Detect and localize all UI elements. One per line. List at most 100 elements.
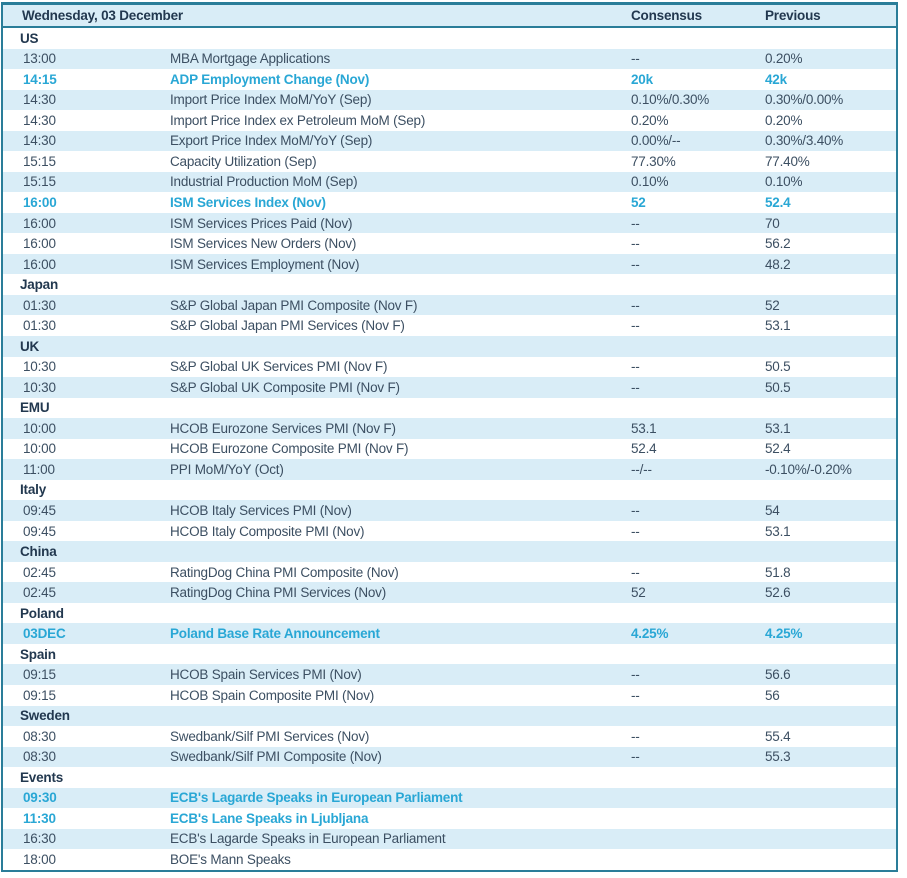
time-cell: 09:15	[23, 667, 56, 683]
previous-cell: 51.8	[765, 564, 791, 580]
time-cell: 15:15	[23, 174, 56, 190]
time-cell: 09:45	[23, 502, 56, 518]
calendar-row: 10:30 S&P Global UK Services PMI (Nov F) -…	[3, 356, 896, 378]
time-cell: 08:30	[23, 749, 56, 765]
event-cell: ECB's Lagarde Speaks in European Parliam…	[170, 790, 463, 806]
time-cell: 09:30	[23, 790, 57, 806]
previous-cell: 52	[765, 297, 780, 313]
time-cell: 01:30	[23, 297, 56, 313]
time-cell: 16:00	[23, 236, 56, 252]
calendar-row: 13:00 MBA Mortgage Applications -- 0.20%	[3, 48, 896, 70]
event-cell: ADP Employment Change (Nov)	[170, 71, 370, 87]
time-cell: 10:00	[23, 420, 56, 436]
event-cell: RatingDog China PMI Services (Nov)	[170, 585, 387, 601]
consensus-cell: --	[631, 51, 640, 67]
event-cell: Industrial Production MoM (Sep)	[170, 174, 358, 190]
time-cell: 02:45	[23, 564, 56, 580]
previous-cell: 56	[765, 687, 780, 703]
previous-cell: 0.30%/3.40%	[765, 133, 844, 149]
event-cell: ISM Services New Orders (Nov)	[170, 236, 357, 252]
event-cell: PPI MoM/YoY (Oct)	[170, 461, 284, 477]
time-cell: 08:30	[23, 728, 56, 744]
time-cell: 16:00	[23, 215, 56, 231]
calendar-row: 01:30 S&P Global Japan PMI Composite (Nov…	[3, 294, 896, 316]
consensus-cell: --	[631, 297, 640, 313]
calendar-row: 10:30 S&P Global UK Composite PMI (Nov F)…	[3, 377, 896, 398]
calendar-row: 16:00 ISM Services Index (Nov) 52 52.4	[3, 192, 896, 213]
event-cell: ISM Services Prices Paid (Nov)	[170, 215, 353, 231]
section-row: US	[3, 28, 896, 49]
previous-cell: 77.40%	[765, 153, 810, 169]
calendar-row: 11:30 ECB's Lane Speaks in Ljubljana	[3, 808, 896, 829]
event-cell: HCOB Spain Services PMI (Nov)	[170, 667, 362, 683]
event-cell: S&P Global Japan PMI Composite (Nov F)	[170, 297, 418, 313]
previous-cell: 55.4	[765, 728, 791, 744]
calendar-row: 01:30 S&P Global Japan PMI Services (Nov …	[3, 315, 896, 336]
event-cell: ISM Services Index (Nov)	[170, 195, 326, 211]
consensus-cell: 52	[631, 585, 646, 601]
consensus-cell: --	[631, 215, 640, 231]
previous-cell: 55.3	[765, 749, 791, 765]
calendar-row: 08:30 Swedbank/Silf PMI Composite (Nov) --…	[3, 746, 896, 768]
section-label: Japan	[20, 277, 59, 293]
previous-cell: 52.4	[765, 195, 791, 211]
consensus-cell: --	[631, 256, 640, 272]
calendar-row: 18:00 BOE's Mann Speaks	[3, 849, 896, 870]
calendar-row: 09:15 HCOB Spain Composite PMI (Nov) -- 56	[3, 685, 896, 706]
table-header-row: Wednesday, 03 December Consensus Previou…	[3, 5, 896, 28]
calendar-row: 09:45 HCOB Italy Services PMI (Nov) -- 54	[3, 500, 896, 521]
time-cell: 01:30	[23, 318, 56, 334]
consensus-cell: --	[631, 667, 640, 683]
section-row: Italy	[3, 479, 896, 501]
event-cell: HCOB Italy Composite PMI (Nov)	[170, 523, 365, 539]
previous-cell: 0.10%	[765, 174, 803, 190]
previous-cell: 0.20%	[765, 51, 803, 67]
time-cell: 13:00	[23, 51, 56, 67]
previous-cell: 52.4	[765, 441, 791, 457]
event-cell: HCOB Eurozone Services PMI (Nov F)	[170, 420, 396, 436]
time-cell: 18:00	[23, 852, 56, 868]
consensus-cell: --	[631, 564, 640, 580]
time-cell: 09:45	[23, 523, 56, 539]
event-cell: S&P Global UK Services PMI (Nov F)	[170, 359, 388, 375]
previous-cell: 4.25%	[765, 626, 803, 642]
calendar-row: 08:30 Swedbank/Silf PMI Services (Nov) -- 5…	[3, 726, 896, 747]
section-row: Poland	[3, 602, 896, 624]
previous-cell: 0.20%	[765, 112, 803, 128]
time-cell: 10:00	[23, 441, 56, 457]
section-row: China	[3, 541, 896, 562]
event-cell: HCOB Italy Services PMI (Nov)	[170, 502, 352, 518]
time-cell: 03DEC	[23, 626, 66, 642]
calendar-row: 09:30 ECB's Lagarde Speaks in European Pa…	[3, 787, 896, 809]
section-row: EMU	[3, 397, 896, 419]
consensus-cell: 0.20%	[631, 112, 669, 128]
consensus-cell: --	[631, 359, 640, 375]
event-cell: Import Price Index MoM/YoY (Sep)	[170, 92, 372, 108]
calendar-row: 02:45 RatingDog China PMI Services (Nov) 5…	[3, 582, 896, 603]
event-cell: HCOB Spain Composite PMI (Nov)	[170, 687, 375, 703]
event-cell: MBA Mortgage Applications	[170, 51, 331, 67]
previous-cell: 48.2	[765, 256, 791, 272]
consensus-cell: --	[631, 236, 640, 252]
section-label: China	[20, 544, 57, 560]
calendar-row: 16:00 ISM Services Employment (Nov) -- 48.2	[3, 253, 896, 275]
time-cell: 16:00	[23, 256, 56, 272]
previous-cell: -0.10%/-0.20%	[765, 461, 852, 477]
previous-cell: 42k	[765, 71, 787, 87]
section-label: Poland	[20, 605, 64, 621]
calendar-row: 10:00 HCOB Eurozone Composite PMI (Nov F)…	[3, 438, 896, 460]
table-body: US 13:00 MBA Mortgage Applications -- 0.20% 1…	[3, 28, 896, 870]
section-label: Spain	[20, 646, 56, 662]
time-cell: 14:30	[23, 133, 56, 149]
consensus-cell: 4.25%	[631, 626, 669, 642]
event-cell: Capacity Utilization (Sep)	[170, 153, 317, 169]
previous-cell: 53.1	[765, 523, 791, 539]
time-cell: 14:30	[23, 92, 56, 108]
event-cell: Poland Base Rate Announcement	[170, 626, 380, 642]
consensus-cell: 0.10%/0.30%	[631, 92, 710, 108]
consensus-cell: 52.4	[631, 441, 657, 457]
section-row: Events	[3, 767, 896, 788]
previous-cell: 53.1	[765, 318, 791, 334]
table-header-date: Wednesday, 03 December	[22, 8, 183, 23]
previous-cell: 53.1	[765, 420, 791, 436]
